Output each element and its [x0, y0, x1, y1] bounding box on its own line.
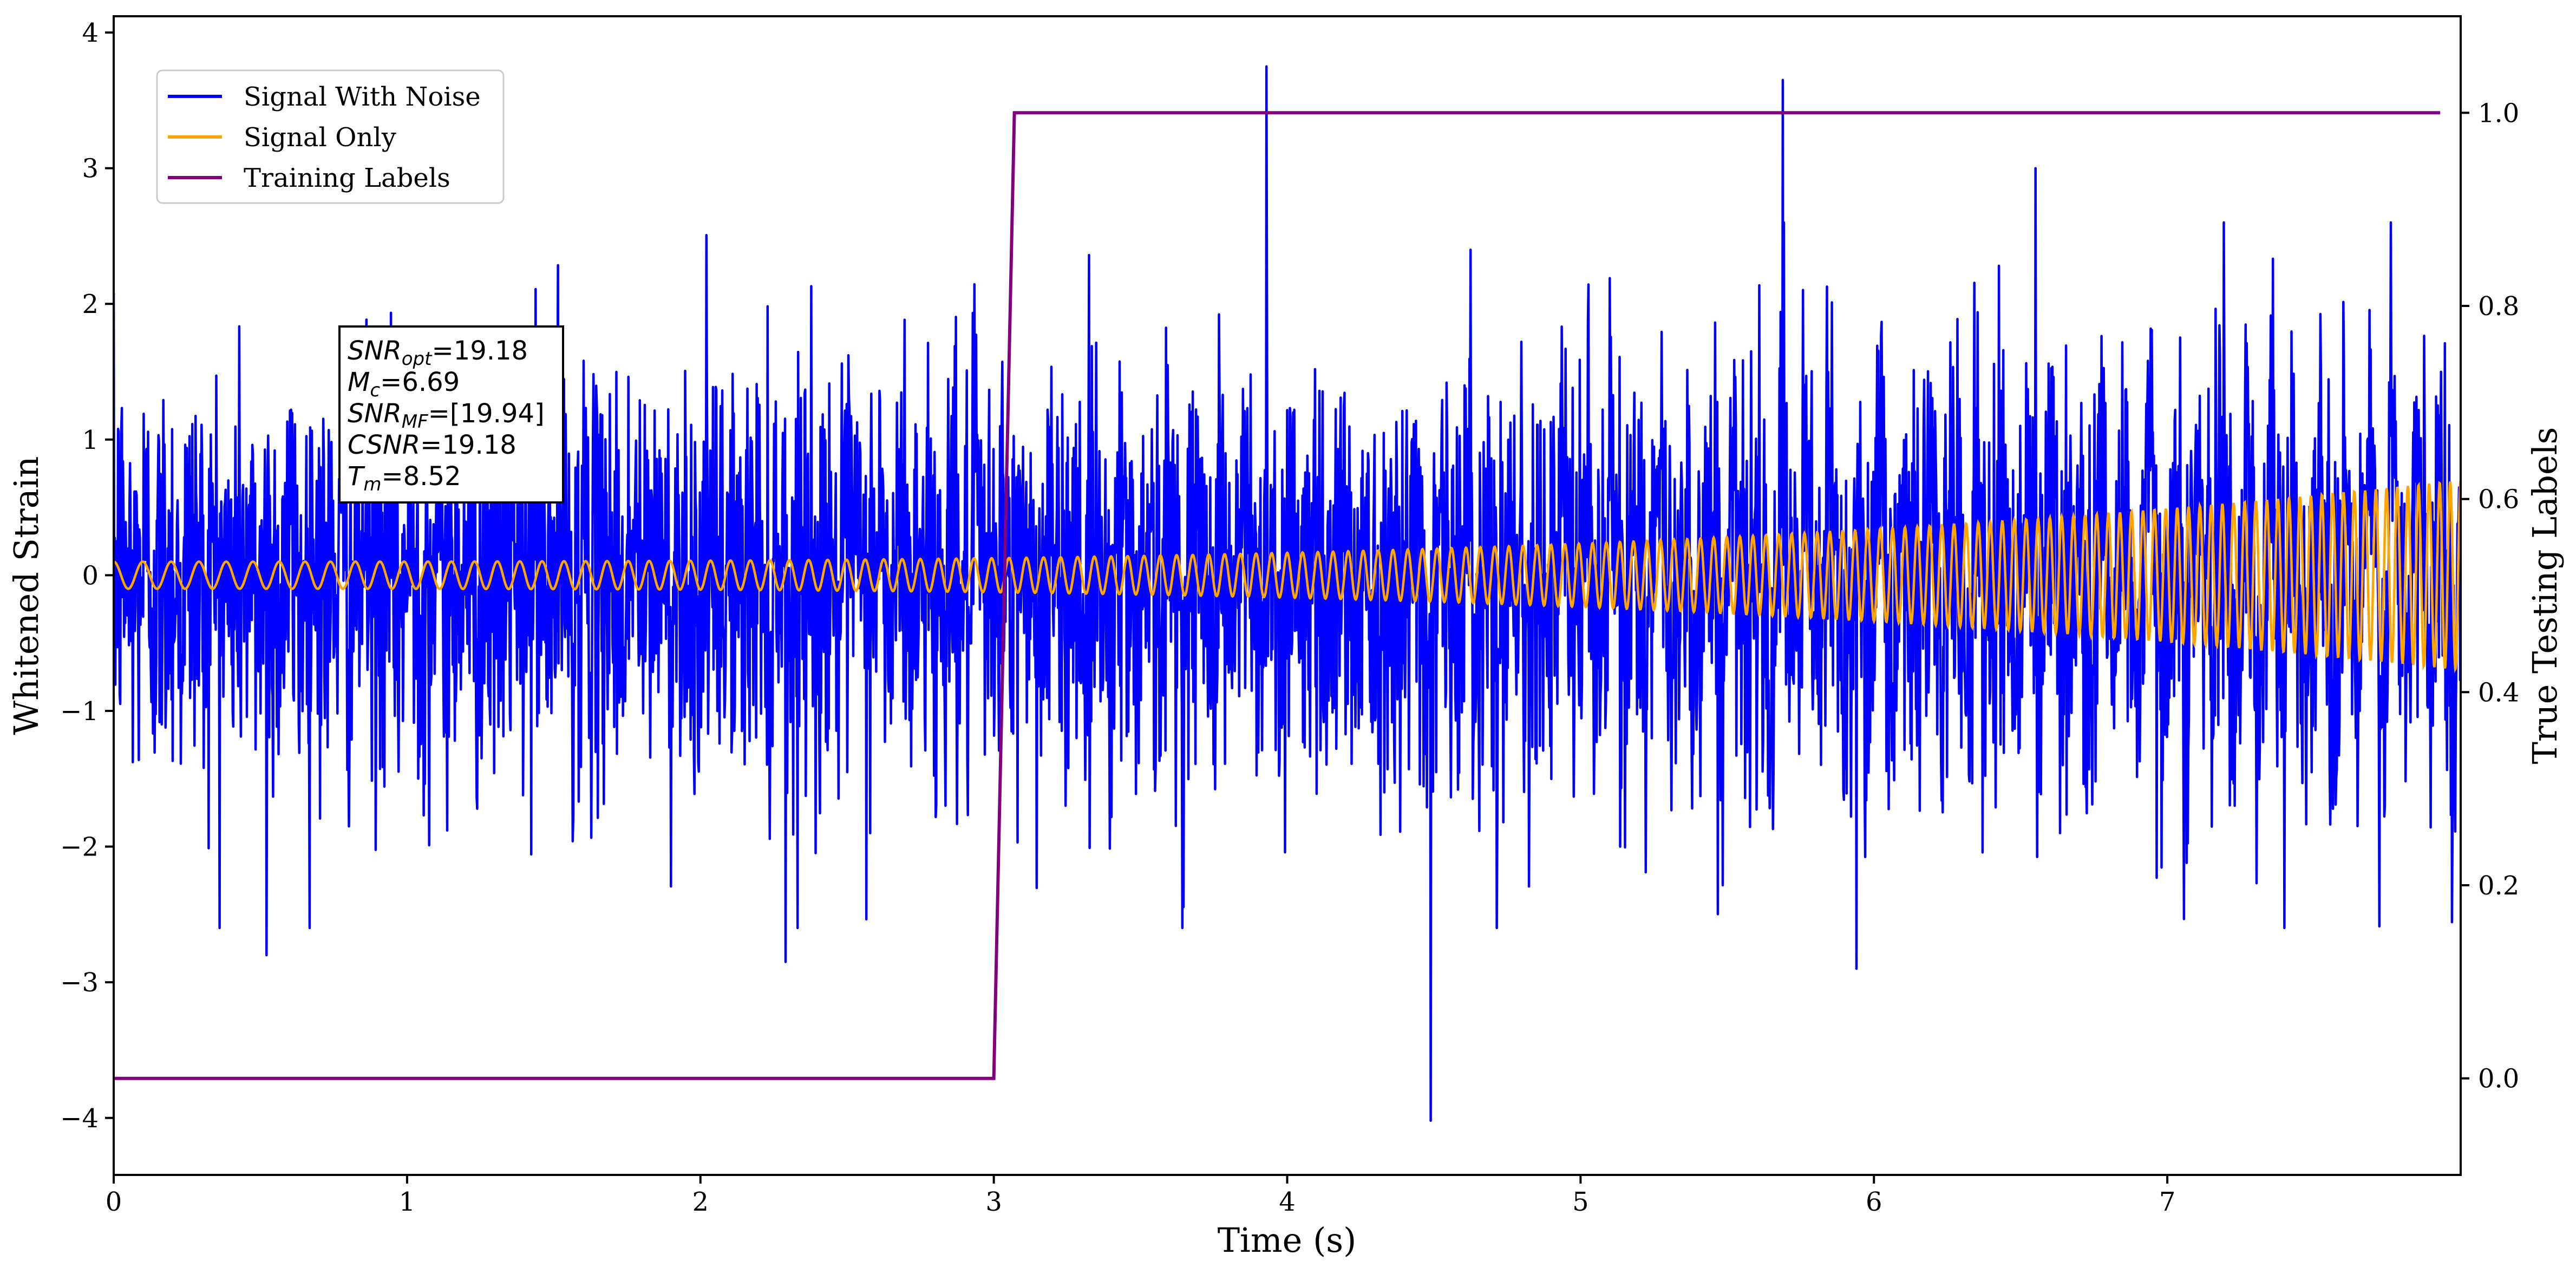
- legend-frame: [156, 69, 505, 204]
- y-tick-label: 4: [82, 18, 99, 48]
- y-axis-right: 0.0 0.2 0.4 0.6 0.8 1.0: [2461, 98, 2519, 1094]
- y-tick-label: 3: [82, 154, 99, 184]
- x-tick-label: 7: [2159, 1187, 2176, 1217]
- info-line: SNRopt=19.18: [348, 336, 528, 370]
- y-tick-label: −4: [60, 1103, 99, 1134]
- series-training-labels: [114, 111, 2441, 1080]
- x-tick-label: 1: [399, 1187, 416, 1217]
- series-signal-only: [114, 480, 2461, 674]
- legend: Signal With Noise Signal Only Training Lab…: [156, 69, 505, 204]
- info-line: Mc=6.69: [348, 367, 460, 401]
- y2-tick-label: 0.2: [2478, 871, 2519, 901]
- x-tick-label: 3: [985, 1187, 1002, 1217]
- x-tick-label: 2: [692, 1187, 709, 1217]
- legend-label: Signal With Noise: [244, 82, 481, 112]
- info-box: SNRopt=19.18Mc=6.69SNRMF=[19.94]CSNR=19.…: [338, 325, 564, 504]
- y-tick-label: 1: [82, 425, 99, 455]
- legend-label: Training Labels: [244, 163, 450, 193]
- info-line: CSNR=19.18: [348, 430, 516, 460]
- y-tick-label: −1: [60, 696, 99, 727]
- y-tick-label: 0: [82, 560, 99, 591]
- x-tick-label: 6: [1866, 1187, 1882, 1217]
- y2-tick-label: 1.0: [2478, 98, 2519, 128]
- x-tick-label: 5: [1572, 1187, 1589, 1217]
- y2-tick-label: 0.0: [2478, 1064, 2519, 1094]
- info-line: SNRMF=[19.94]: [348, 398, 545, 433]
- y2-axis-title: True Testing Labels: [2525, 427, 2565, 765]
- y2-tick-label: 0.8: [2478, 291, 2519, 322]
- y-axis-title: Whitened Strain: [6, 456, 46, 735]
- series-layer: [114, 65, 2461, 1122]
- x-tick-label: 0: [106, 1187, 122, 1217]
- y-tick-label: −3: [60, 968, 99, 998]
- x-axis: 0 1 2 3 4 5 6 7: [106, 1175, 2176, 1217]
- y-tick-label: 2: [82, 289, 99, 319]
- y-tick-label: −2: [60, 832, 99, 863]
- y2-tick-label: 0.4: [2478, 677, 2519, 708]
- x-tick-label: 4: [1279, 1187, 1296, 1217]
- info-line: Tm=8.52: [348, 461, 461, 495]
- x-axis-title: Time (s): [1218, 1220, 1357, 1260]
- y-axis-left: −4 −3 −2 −1 0 1 2 3 4: [60, 18, 114, 1134]
- info-frame: [338, 325, 564, 504]
- legend-label: Signal Only: [244, 122, 396, 153]
- y2-tick-label: 0.6: [2478, 485, 2519, 515]
